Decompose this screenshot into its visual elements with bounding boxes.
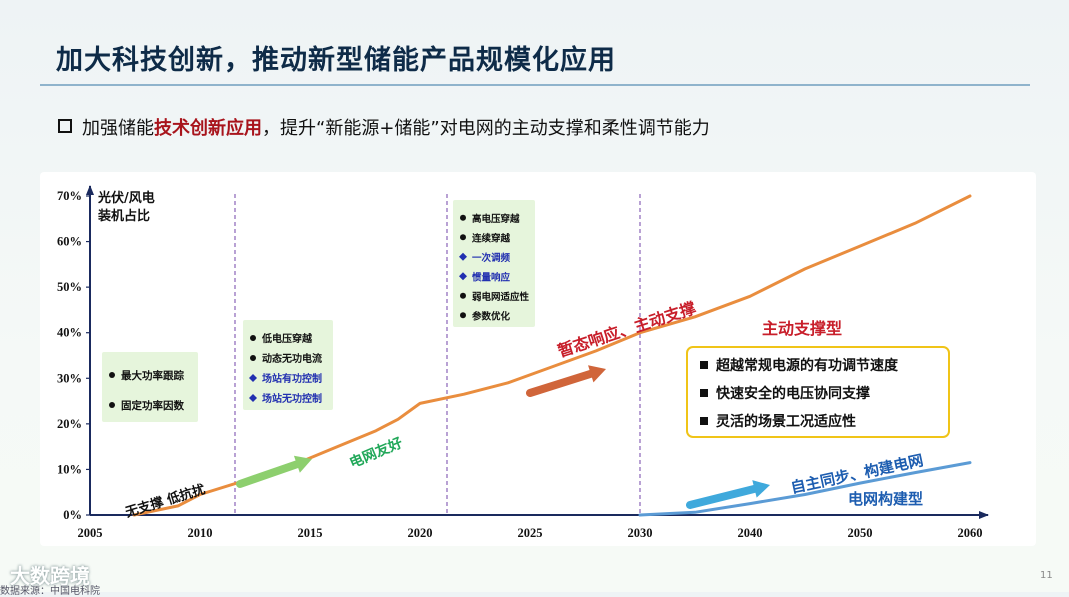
x-tick-label: 2015 bbox=[298, 526, 323, 540]
arrow-shaft bbox=[526, 369, 595, 397]
diamond-bullet-icon bbox=[249, 374, 257, 382]
slide-title: 加大科技创新，推动新型储能产品规模化应用 bbox=[56, 45, 616, 76]
phase3-label: 暂态响应、主动支撑 bbox=[555, 298, 698, 361]
y-tick-label: 0% bbox=[63, 508, 82, 522]
x-tick-label: 2025 bbox=[518, 526, 543, 540]
feature-item: 参数优化 bbox=[471, 310, 511, 322]
feature-item: 场站有功控制 bbox=[262, 372, 322, 385]
chart-panel: 0% 10% 20% 30% 40% 50% 60% 70% 2005 2010 2015 2020 2… bbox=[40, 172, 1036, 546]
subtitle: 加强储能技术创新应用，提升“新能源+储能”对电网的主动支撑和柔性调节能力 bbox=[58, 114, 710, 140]
feature-box bbox=[453, 200, 535, 327]
diamond-bullet-icon bbox=[459, 272, 467, 281]
y-tick-label: 60% bbox=[57, 235, 82, 249]
y-tick-label: 70% bbox=[57, 189, 82, 203]
dot-bullet-icon bbox=[250, 335, 256, 341]
phase3-arrow bbox=[526, 365, 606, 397]
feature-box bbox=[686, 346, 950, 438]
grid-forming-curve bbox=[638, 461, 972, 517]
feature-item: 固定功率因数 bbox=[121, 399, 184, 412]
square-bullet-icon bbox=[700, 361, 708, 369]
arrow-head bbox=[588, 365, 606, 383]
feature-item: 动态无功电流 bbox=[262, 352, 322, 365]
feature-box bbox=[243, 320, 333, 410]
subtitle-prefix: 加强储能 bbox=[82, 118, 154, 139]
square-bullet-icon bbox=[700, 417, 708, 425]
x-tick-label: 2040 bbox=[738, 526, 763, 540]
source-note: 数据来源：中国电科院 bbox=[0, 586, 100, 597]
x-tick-label: 2050 bbox=[848, 526, 873, 540]
y-tick-label: 20% bbox=[57, 417, 82, 431]
dot-bullet-icon bbox=[109, 372, 115, 378]
y-axis-label: 光伏/风电 bbox=[97, 190, 155, 206]
feature-item: 最大功率跟踪 bbox=[121, 369, 184, 382]
feature-item: 快速安全的电压协同支撑 bbox=[716, 385, 870, 402]
feature-item: 连续穿越 bbox=[472, 232, 511, 244]
dot-bullet-icon bbox=[250, 355, 256, 361]
chart: 0% 10% 20% 30% 40% 50% 60% 70% 2005 2010 2015 2020 2… bbox=[57, 185, 989, 540]
y-tick-label: 30% bbox=[57, 371, 82, 385]
x-tick-label: 2005 bbox=[78, 526, 103, 540]
arrow-shaft bbox=[236, 460, 301, 488]
phase5-arrow bbox=[686, 480, 770, 509]
feature-item: 低电压穿越 bbox=[261, 332, 313, 345]
x-tick-label: 2030 bbox=[628, 526, 653, 540]
y-tick-label: 10% bbox=[57, 462, 82, 476]
feature-item: 弱电网适应性 bbox=[472, 291, 530, 303]
feature-item: 超越常规电源的有功调节速度 bbox=[715, 357, 899, 374]
y-axis-label: 装机占比 bbox=[97, 208, 150, 224]
dot-bullet-icon bbox=[460, 292, 466, 299]
arrow-shaft bbox=[686, 484, 759, 509]
phase2-arrow bbox=[236, 455, 312, 488]
phase4-title: 主动支撑型 bbox=[762, 319, 842, 338]
diamond-bullet-icon bbox=[249, 394, 257, 402]
feature-item: 高电压穿越 bbox=[472, 213, 520, 225]
square-bullet-icon bbox=[58, 119, 72, 133]
feature-item: 惯量响应 bbox=[472, 271, 511, 283]
x-tick-label: 2020 bbox=[408, 526, 433, 540]
phase5-title: 电网构建型 bbox=[848, 490, 923, 508]
dot-bullet-icon bbox=[109, 402, 115, 408]
feature-box bbox=[102, 352, 198, 422]
page-number: 11 bbox=[1040, 570, 1053, 581]
feature-item: 灵活的场景工况适应性 bbox=[716, 413, 856, 430]
arrow-head bbox=[293, 455, 312, 473]
dot-bullet-icon bbox=[460, 312, 466, 319]
feature-item: 场站无功控制 bbox=[262, 392, 322, 405]
x-tick-label: 2010 bbox=[188, 526, 213, 540]
x-tick-label: 2060 bbox=[958, 526, 983, 540]
square-bullet-icon bbox=[700, 389, 708, 397]
subtitle-highlight: 技术创新应用 bbox=[154, 118, 262, 139]
y-tick-label: 50% bbox=[57, 280, 82, 294]
subtitle-suffix: ，提升“新能源+储能”对电网的主动支撑和柔性调节能力 bbox=[262, 118, 710, 139]
diamond-bullet-icon bbox=[459, 252, 467, 261]
dot-bullet-icon bbox=[460, 214, 466, 221]
feature-item: 一次调频 bbox=[472, 252, 511, 264]
watermark-logo: 大数跨境 bbox=[10, 564, 90, 588]
dot-bullet-icon bbox=[460, 234, 466, 241]
arrow-head bbox=[752, 480, 770, 498]
y-tick-label: 40% bbox=[57, 326, 82, 340]
title-divider bbox=[40, 84, 1030, 86]
